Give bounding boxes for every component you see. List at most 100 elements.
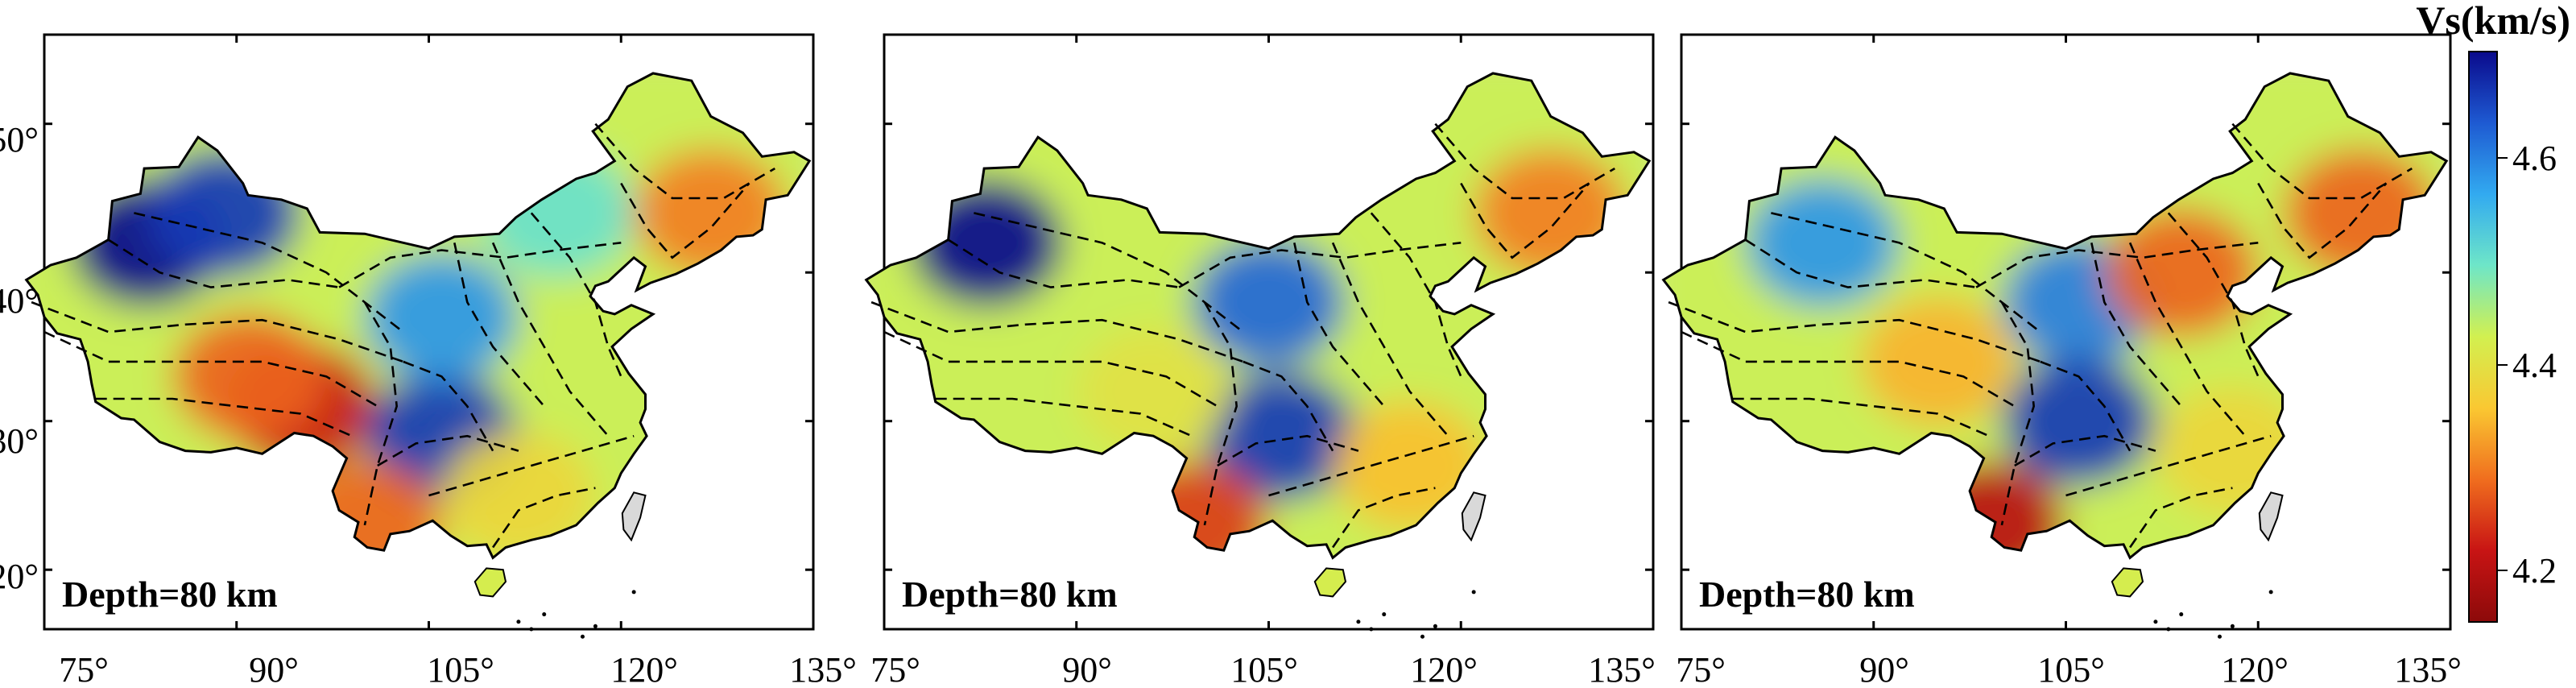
island-dot	[2179, 612, 2184, 617]
hainan-island	[1313, 567, 1347, 598]
fault-line	[1332, 487, 1436, 549]
fault-line	[2014, 434, 2156, 467]
fault-line	[1771, 212, 2041, 334]
fault-line	[883, 330, 1218, 408]
velocity-anomaly	[2104, 208, 2258, 338]
lon-tick-label: 75°	[1676, 650, 1726, 688]
island-dot	[2218, 634, 2222, 639]
lat-tick-label: 50°	[0, 120, 39, 160]
fault-line	[620, 182, 750, 259]
fault-line	[1268, 434, 1474, 497]
island-dot	[1433, 624, 1437, 628]
map-panel-3: Depth=80 km	[1661, 33, 2452, 639]
fault-line	[2167, 212, 2260, 377]
velocity-anomaly	[1861, 296, 2015, 426]
fault-line	[1370, 212, 1462, 377]
lon-tick-label: 120°	[2221, 650, 2289, 688]
fault-line	[870, 300, 1244, 363]
lon-tick-label: 75°	[59, 650, 109, 688]
china-outline	[24, 72, 812, 560]
island-dot	[1471, 590, 1476, 595]
fault-line	[530, 212, 622, 377]
map-panel-1: Depth=80 km	[24, 33, 815, 639]
taiwan-island	[2258, 491, 2284, 542]
fault-line	[2129, 487, 2233, 549]
frame-ticks	[43, 35, 815, 629]
colorbar-tick-label: 4.4	[2512, 346, 2557, 385]
block-boundaries	[31, 122, 775, 549]
lat-tick-label: 40°	[0, 281, 39, 321]
colorbar-title: Vs(km/s)	[2416, 0, 2570, 43]
fault-line	[134, 212, 404, 334]
velocity-anomaly	[441, 431, 595, 558]
longitude-axis-labels-2: 75° 90° 105° 120° 135°	[870, 650, 1656, 688]
fault-line	[338, 242, 622, 288]
island-dot	[2268, 590, 2273, 595]
lon-tick-label: 90°	[1859, 650, 1909, 688]
island-dot	[2153, 620, 2158, 624]
lon-tick-label: 135°	[789, 650, 857, 688]
island-dot	[516, 620, 521, 624]
fault-line	[1681, 330, 2016, 408]
island-dot	[1369, 627, 1374, 632]
fault-line	[2065, 434, 2272, 497]
latitude-axis-labels: 50° 40° 30° 20°	[0, 120, 39, 596]
fault-line	[31, 300, 404, 363]
lon-tick-label: 105°	[1230, 650, 1298, 688]
fault-line	[43, 330, 378, 408]
lon-tick-label: 90°	[249, 650, 299, 688]
hainan-island	[2111, 567, 2144, 598]
fault-line	[1203, 301, 1238, 526]
fault-line	[1744, 238, 1977, 288]
island-dot	[631, 590, 636, 595]
fault-line	[403, 360, 494, 452]
block-boundaries	[1668, 122, 2413, 549]
longitude-axis-labels-1: 75° 90° 105° 120° 135°	[59, 650, 857, 688]
fault-line	[974, 212, 1244, 334]
hainan-island	[473, 567, 507, 598]
fault-line	[491, 242, 610, 437]
velocity-anomaly	[1192, 238, 1346, 367]
longitude-axis-labels-3: 75° 90° 105° 120° 135°	[1676, 650, 2462, 688]
fault-line	[363, 301, 399, 526]
lon-tick-label: 105°	[427, 650, 494, 688]
lon-tick-label: 120°	[610, 650, 678, 688]
fault-line	[2000, 301, 2036, 526]
islands	[1313, 491, 1486, 639]
velocity-anomaly	[172, 312, 326, 441]
fault-line	[947, 238, 1180, 288]
lon-tick-label: 120°	[1410, 650, 1478, 688]
fault-line	[1293, 242, 1385, 408]
fault-line	[594, 122, 775, 200]
velocity-anomaly	[365, 252, 519, 382]
island-dot	[2230, 624, 2235, 628]
colorbar-bar	[2468, 51, 2498, 623]
velocity-anomaly	[2002, 356, 2156, 486]
fault-line	[2231, 122, 2413, 200]
fault-line	[428, 434, 635, 497]
taiwan-island	[1461, 491, 1486, 542]
lon-tick-label: 90°	[1062, 650, 1112, 688]
fault-line	[1434, 122, 1615, 200]
china-outline	[864, 72, 1652, 560]
fault-line	[453, 242, 545, 408]
island-dot	[542, 612, 547, 617]
fault-line	[1217, 434, 1359, 467]
island-dot	[593, 624, 597, 628]
fault-line	[2128, 242, 2247, 437]
lat-tick-label: 30°	[0, 421, 39, 461]
island-dot	[581, 634, 585, 639]
china-outline	[1661, 72, 2449, 560]
taiwan-island	[621, 491, 647, 542]
island-dot	[2166, 627, 2171, 632]
velocity-anomaly	[1077, 326, 1230, 456]
lat-tick-label: 20°	[0, 557, 39, 596]
fault-line	[1668, 300, 2041, 363]
islands	[473, 491, 647, 639]
islands	[2111, 491, 2284, 639]
depth-label: Depth=80 km	[1699, 574, 1915, 615]
fault-line	[1331, 242, 1449, 437]
map-panel-2: Depth=80 km	[864, 33, 1655, 639]
island-dot	[529, 627, 534, 632]
